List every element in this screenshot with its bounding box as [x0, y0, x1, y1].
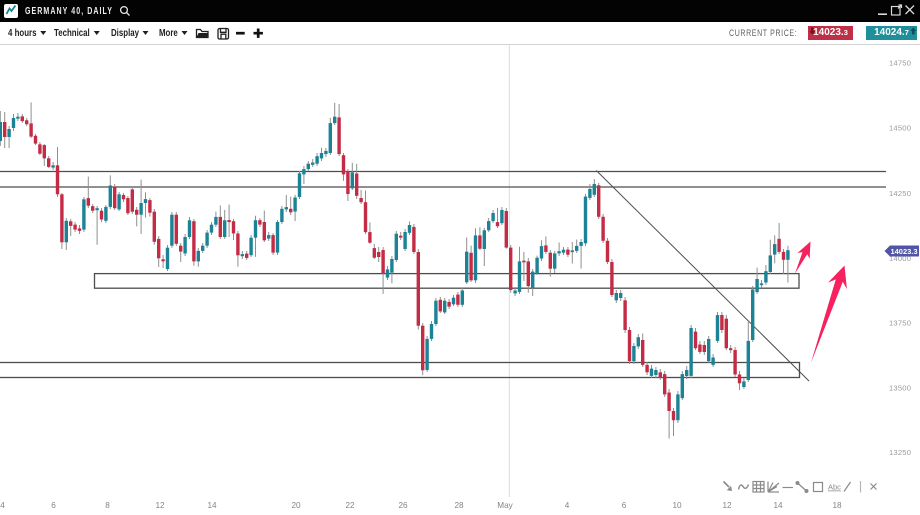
- svg-text:14023.3: 14023.3: [890, 247, 917, 256]
- svg-text:May: May: [497, 501, 513, 510]
- svg-text:4: 4: [0, 501, 5, 510]
- svg-text:10: 10: [672, 501, 682, 510]
- svg-text:20: 20: [291, 501, 301, 510]
- svg-text:12: 12: [722, 501, 732, 510]
- svg-text:13750: 13750: [889, 319, 911, 328]
- svg-text:12: 12: [155, 501, 165, 510]
- svg-text:14500: 14500: [889, 124, 911, 133]
- svg-text:14250: 14250: [889, 189, 911, 198]
- svg-text:14: 14: [207, 501, 217, 510]
- svg-text:13250: 13250: [889, 448, 911, 457]
- svg-text:28: 28: [454, 501, 464, 510]
- svg-text:14000: 14000: [889, 254, 911, 263]
- svg-text:14: 14: [773, 501, 783, 510]
- svg-text:6: 6: [622, 501, 627, 510]
- svg-text:4: 4: [565, 501, 570, 510]
- svg-text:26: 26: [398, 501, 408, 510]
- svg-text:14750: 14750: [889, 59, 911, 68]
- svg-text:22: 22: [345, 501, 355, 510]
- svg-text:8: 8: [105, 501, 110, 510]
- svg-text:18: 18: [832, 501, 842, 510]
- svg-text:13500: 13500: [889, 384, 911, 393]
- svg-text:Abc: Abc: [828, 483, 841, 492]
- svg-text:6: 6: [51, 501, 56, 510]
